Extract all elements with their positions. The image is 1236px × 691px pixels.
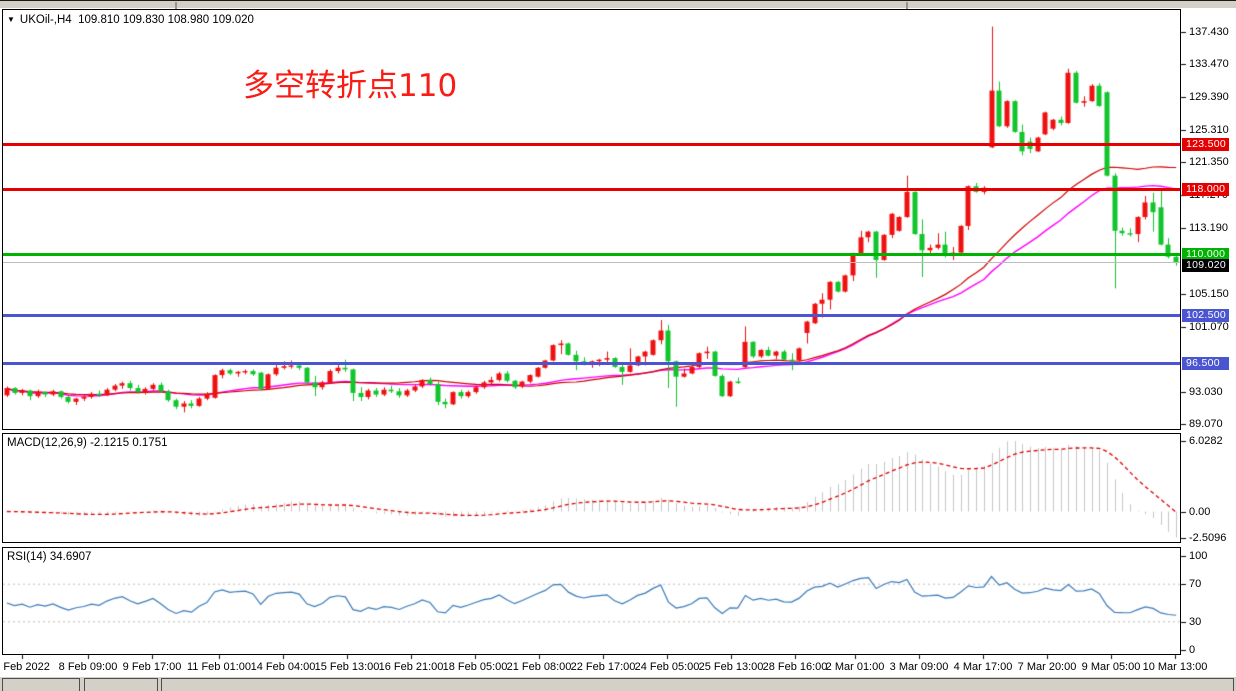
time-axis-label[interactable]: 7 Mar 20:00 <box>1017 661 1077 673</box>
macd-axis-tick: 0.00 <box>1189 505 1211 518</box>
rsi-value: 34.6907 <box>49 551 92 563</box>
chart-dropdown-arrow-icon: ▼ <box>7 15 15 24</box>
level-line-96.500[interactable] <box>3 362 1180 366</box>
price-axis-tick: 93.030 <box>1189 385 1223 398</box>
rsi-axis-tick: 30 <box>1189 615 1202 628</box>
price-axis-tick: 89.070 <box>1189 417 1223 430</box>
price-axis-tick: 121.350 <box>1189 156 1229 169</box>
time-axis-label[interactable]: 14 Feb 04:00 <box>250 661 316 673</box>
price-axis-tick: 129.390 <box>1189 91 1229 104</box>
level-line-102.500[interactable] <box>3 313 1180 317</box>
level-price-badge: 123.500 <box>1182 138 1229 152</box>
time-axis-label[interactable]: 18 Feb 05:00 <box>442 661 508 673</box>
macd-signal-value: 0.1751 <box>132 437 168 449</box>
time-axis-label[interactable]: 7 Feb 2022 <box>0 661 50 673</box>
rsi-axis-tick: 0 <box>1189 644 1196 656</box>
symbol-title: ▼ UKOil-,H4 109.810 109.830 108.980 109.0… <box>7 14 254 26</box>
time-axis-label[interactable]: 21 Feb 08:00 <box>506 661 572 673</box>
chart-text-annotation[interactable]: 多空转折点110 <box>243 68 458 104</box>
rsi-axis-tick: 70 <box>1189 578 1202 591</box>
time-axis-label[interactable]: 8 Feb 09:00 <box>58 661 118 673</box>
time-axis-label[interactable]: 24 Feb 05:00 <box>634 661 700 673</box>
macd-axis-tick: -2.5096 <box>1189 532 1227 544</box>
level-price-badge: 96.500 <box>1182 357 1229 371</box>
level-price-badge: 110.000 <box>1182 247 1229 261</box>
time-axis-label[interactable]: 15 Feb 13:00 <box>314 661 380 673</box>
time-axis-label[interactable]: 3 Mar 09:00 <box>889 661 949 673</box>
price-axis-tick: 133.470 <box>1189 58 1229 71</box>
time-axis-label[interactable]: 4 Mar 17:00 <box>953 661 1013 673</box>
price-axis-tick: 125.310 <box>1189 124 1229 137</box>
current-price-line <box>3 262 1180 264</box>
time-axis-label[interactable]: 11 Feb 01:00 <box>186 661 252 673</box>
symbol-ohlc-values: 109.810 109.830 108.980 109.020 <box>78 14 254 26</box>
macd-indicator-label: MACD(12,26,9) -2.1215 0.1751 <box>7 437 168 449</box>
rsi-axis-tick: 100 <box>1189 550 1208 562</box>
time-axis-label[interactable]: 16 Feb 21:00 <box>378 661 444 673</box>
time-axis-label[interactable]: 22 Feb 17:00 <box>570 661 636 673</box>
macd-axis-tick: 6.0282 <box>1189 435 1223 447</box>
current-price-badge: 109.020 <box>1182 259 1229 273</box>
price-axis-tick: 101.070 <box>1189 320 1229 333</box>
time-axis-label[interactable]: 9 Feb 17:00 <box>122 661 182 673</box>
time-axis-label[interactable]: 9 Mar 05:00 <box>1081 661 1141 673</box>
price-axis-tick: 113.190 <box>1189 222 1228 235</box>
time-axis-label[interactable]: 2 Mar 01:00 <box>825 661 885 673</box>
level-line-123.500[interactable] <box>3 143 1180 147</box>
time-axis-label[interactable]: 28 Feb 16:00 <box>762 661 828 673</box>
price-axis-tick: 105.150 <box>1189 287 1229 300</box>
macd-value: -2.1215 <box>90 437 130 449</box>
time-axis-label[interactable]: 10 Mar 13:00 <box>1142 661 1208 673</box>
level-line-110.000[interactable] <box>3 252 1180 256</box>
symbol-name: UKOil-,H4 <box>19 14 72 26</box>
level-price-badge: 118.000 <box>1182 182 1229 196</box>
level-line-118.000[interactable] <box>3 187 1180 191</box>
level-price-badge: 102.500 <box>1182 308 1229 322</box>
time-axis-label[interactable]: 25 Feb 13:00 <box>698 661 764 673</box>
price-axis-tick: 137.430 <box>1189 25 1229 38</box>
rsi-indicator-label: RSI(14) 34.6907 <box>7 551 92 563</box>
